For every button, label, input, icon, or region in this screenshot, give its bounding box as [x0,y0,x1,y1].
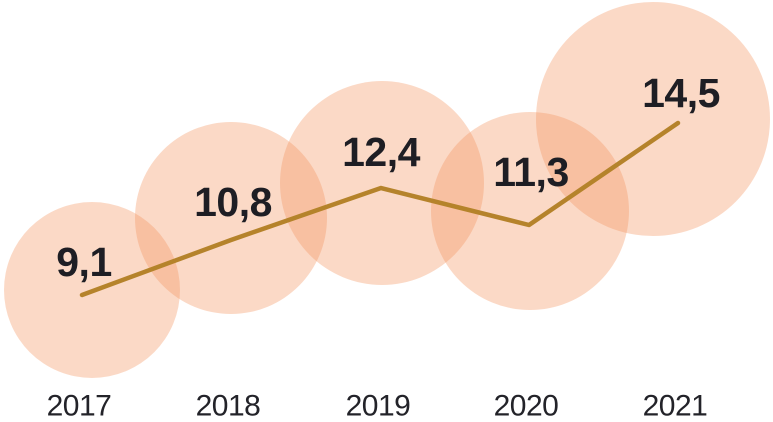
value-label-2020: 11,3 [493,149,569,195]
x-tick-2020: 2020 [494,390,559,422]
value-label-2018: 10,8 [194,179,272,225]
value-label-2019: 12,4 [342,129,420,175]
trend-line [79,120,681,298]
value-label-2017: 9,1 [56,239,112,285]
bubble-2018 [135,122,327,314]
x-tick-2018: 2018 [196,390,261,422]
x-tick-2019: 2019 [346,390,411,422]
bubble-2020 [431,112,629,310]
bubble-2019 [280,81,484,285]
value-label-2021: 14,5 [642,70,720,116]
x-tick-2017: 2017 [47,390,112,422]
bubble-2021 [536,2,770,236]
x-tick-2021: 2021 [643,390,708,422]
